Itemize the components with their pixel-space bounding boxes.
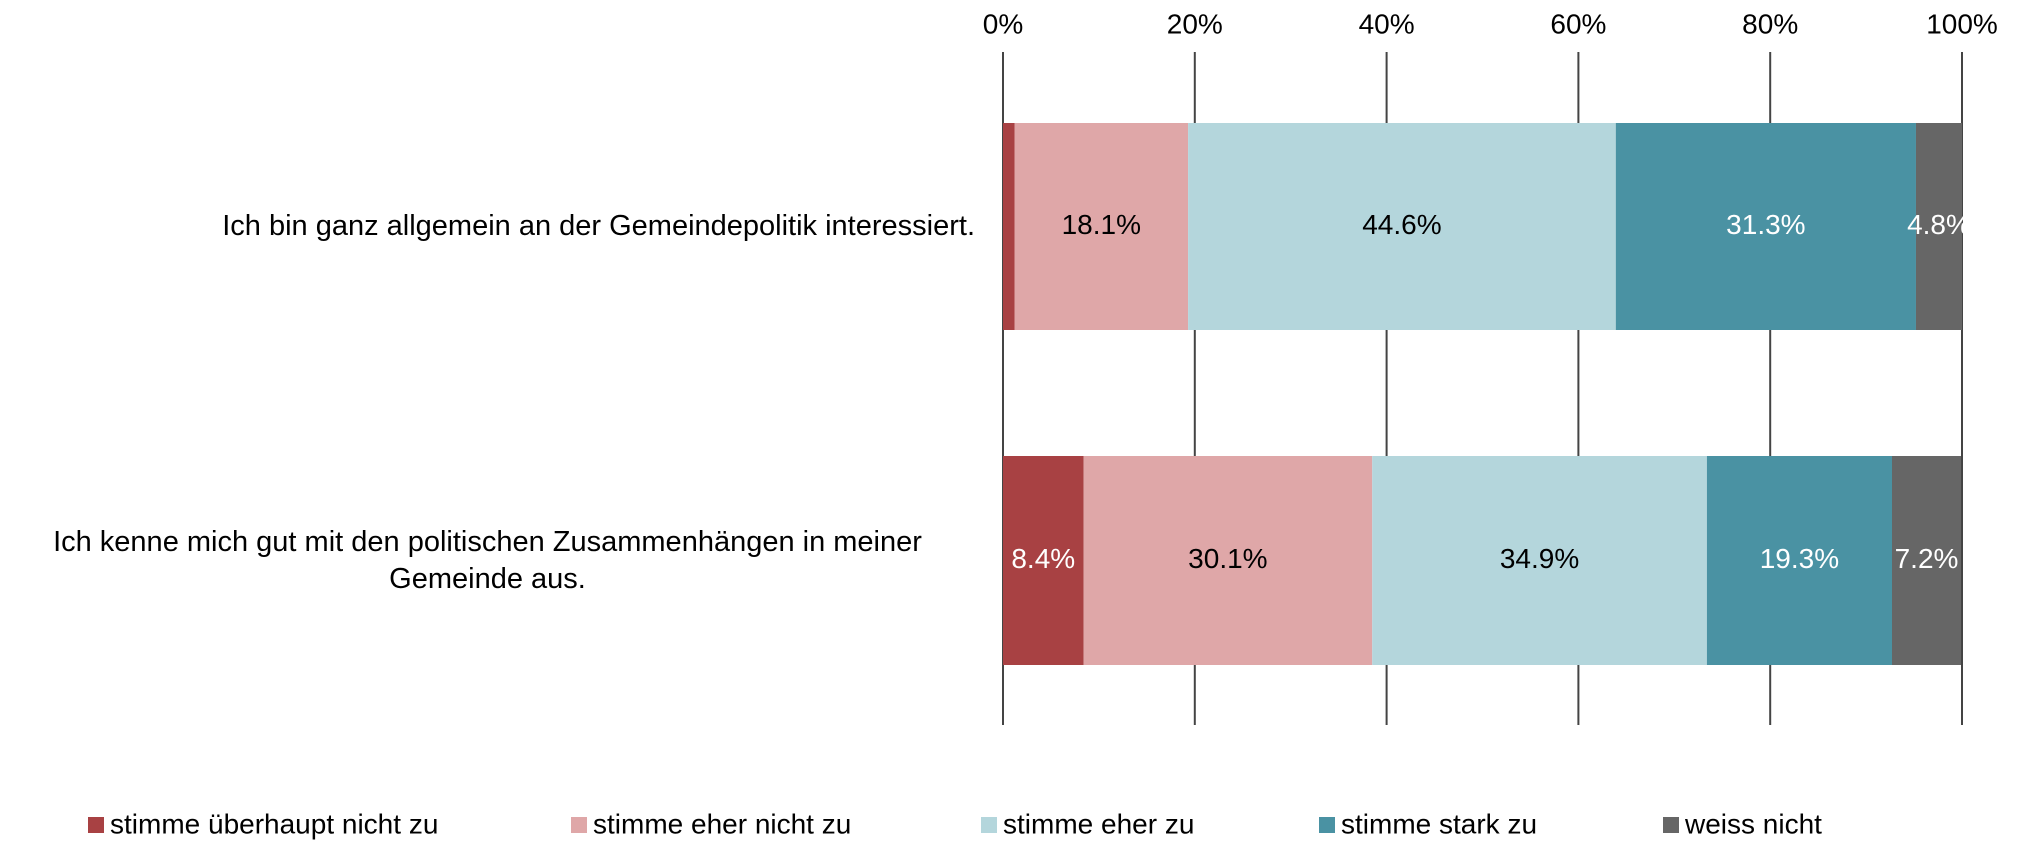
x-tick-label: 60%	[1550, 8, 1606, 39]
value-label: 44.6%	[1362, 209, 1441, 240]
value-label: 34.9%	[1500, 543, 1579, 574]
legend-swatch	[1663, 817, 1679, 833]
bar-segment	[1188, 123, 1616, 330]
bar-segment	[1615, 123, 1916, 330]
value-label: 7.2%	[1895, 543, 1959, 574]
legend-label: stimme stark zu	[1341, 808, 1537, 839]
x-tick-label: 80%	[1742, 8, 1798, 39]
value-label: 8.4%	[1011, 543, 1075, 574]
value-label: 4.8%	[1907, 209, 1971, 240]
bar-segment	[1014, 123, 1189, 330]
category-label: Ich bin ganz allgemein an der Gemeindepo…	[222, 210, 975, 242]
legend-swatch	[981, 817, 997, 833]
bar-segment	[1003, 123, 1015, 330]
value-label: 19.3%	[1760, 543, 1839, 574]
legend-label: stimme überhaupt nicht zu	[110, 808, 438, 839]
x-tick-label: 0%	[983, 8, 1023, 39]
bar-segment	[1003, 456, 1084, 665]
x-tick-label: 20%	[1167, 8, 1223, 39]
category-label: Ich kenne mich gut mit den politischen Z…	[53, 525, 922, 595]
legend-label: stimme eher nicht zu	[593, 808, 851, 839]
legend-label: weiss nicht	[1684, 808, 1822, 839]
bar-segment	[1915, 123, 1962, 330]
legend-label: stimme eher zu	[1003, 808, 1194, 839]
value-label: 31.3%	[1726, 209, 1805, 240]
value-label: 18.1%	[1062, 209, 1141, 240]
x-tick-label: 40%	[1359, 8, 1415, 39]
value-label: 30.1%	[1188, 543, 1267, 574]
bar-segment	[1891, 456, 1962, 665]
bar-segment	[1083, 456, 1373, 665]
legend-swatch	[571, 817, 587, 833]
legend-swatch	[88, 817, 104, 833]
x-tick-label: 100%	[1926, 8, 1998, 39]
bar-segment	[1372, 456, 1707, 665]
bar-segment	[1706, 456, 1892, 665]
legend-swatch	[1319, 817, 1335, 833]
